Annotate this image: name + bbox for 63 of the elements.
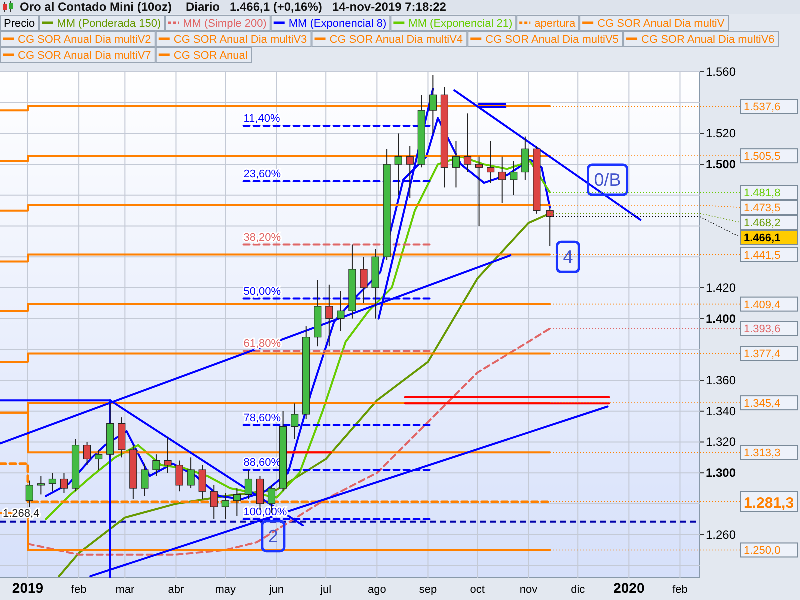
- x-tick-label: mar: [116, 584, 135, 596]
- legend-label: CG SOR Anual Dia multiV6: [642, 34, 775, 46]
- y-tick-label: 1.320: [706, 435, 736, 450]
- series-label: 50,00%: [244, 286, 282, 298]
- legend-label: MM (Simple 200): [183, 18, 267, 30]
- chart-subtitle: Diario 1.466,1 (+0,16%) 14-nov-2019 7:18:22: [186, 0, 447, 14]
- x-tick-label: abr: [168, 584, 185, 596]
- series-label: 11,40%: [244, 112, 280, 125]
- annotation: 1.505,5: [744, 151, 781, 164]
- y-tick-label: 1.560: [706, 65, 736, 79]
- legend-label: CG SOR Anual Dia multiV4: [330, 34, 464, 46]
- annotation: 1.409,4: [744, 299, 781, 312]
- x-tick-label: dic: [571, 584, 586, 596]
- x-tick-label: 2020: [614, 580, 645, 596]
- annotation: 1.441,5: [744, 250, 781, 262]
- legend-label: CG SOR Anual: [174, 50, 248, 62]
- legend-label: CG SOR Anual Dia multiV3: [174, 34, 308, 46]
- x-tick-label: jul: [320, 584, 332, 596]
- x-tick-label: ago: [368, 584, 386, 596]
- annotation: 4: [563, 247, 574, 268]
- y-tick-label: 1.500: [706, 158, 736, 172]
- legend-label: CG SOR Anual Dia multiV7: [18, 50, 152, 62]
- y-tick-label: 1.360: [706, 374, 736, 388]
- text: Precio: [4, 18, 36, 30]
- y-tick-label: 1.340: [706, 404, 736, 418]
- x-tick-label: feb: [672, 584, 688, 596]
- legend-label: apertura: [534, 18, 576, 30]
- legend-label: CG SOR Anual Dia multiV5: [486, 34, 619, 46]
- series-label: 88,60%: [244, 457, 282, 470]
- x-tick-label: nov: [520, 584, 538, 596]
- x-tick-label: 2019: [12, 580, 44, 596]
- series-label: 78,60%: [244, 412, 282, 424]
- annotation: 0/B: [594, 170, 622, 190]
- y-tick-label: 1.420: [706, 280, 736, 295]
- annotation: 1.313,3: [744, 448, 781, 460]
- legend-label: MM (Exponencial 21): [408, 18, 513, 30]
- legend-label: MM (Exponencial 8): [288, 18, 387, 30]
- annotation: 1.281,3: [744, 494, 794, 512]
- x-tick-label: feb: [71, 584, 87, 596]
- series-label: 23,60%: [244, 168, 282, 181]
- legend-label: CG SOR Anual Dia multiV2: [18, 34, 152, 46]
- chart-title: Oro al Contado Mini (10oz): [20, 0, 172, 14]
- legend-label: MM (Ponderada 150): [57, 18, 162, 30]
- annotation: 1.473,5: [744, 202, 781, 215]
- annotation: 1.466,1: [744, 232, 781, 245]
- annotation: 1.345,4: [744, 398, 781, 410]
- annotation: 2: [268, 526, 278, 546]
- annotation: 1.537,6: [744, 102, 781, 114]
- y-tick-label: 1.400: [706, 312, 736, 326]
- y-tick-label: 1.260: [706, 528, 736, 542]
- x-tick-label: may: [215, 584, 237, 596]
- annotation: 1.250,0: [744, 545, 781, 558]
- y-tick-label: 1.300: [706, 466, 736, 480]
- legend-label: CG SOR Anual Dia multiV: [598, 18, 726, 30]
- annotation: 1.377,4: [744, 348, 781, 361]
- y-tick-label: 1.520: [706, 126, 736, 141]
- x-tick-label: jun: [268, 584, 284, 596]
- annotation: 1.481,8: [744, 188, 781, 200]
- x-tick-label: oct: [470, 584, 485, 596]
- series-label: 38,20%: [244, 232, 282, 244]
- x-tick-label: sep: [419, 584, 438, 596]
- annotation: 1.468,2: [744, 218, 781, 230]
- annotation: 1.393,6: [744, 324, 781, 336]
